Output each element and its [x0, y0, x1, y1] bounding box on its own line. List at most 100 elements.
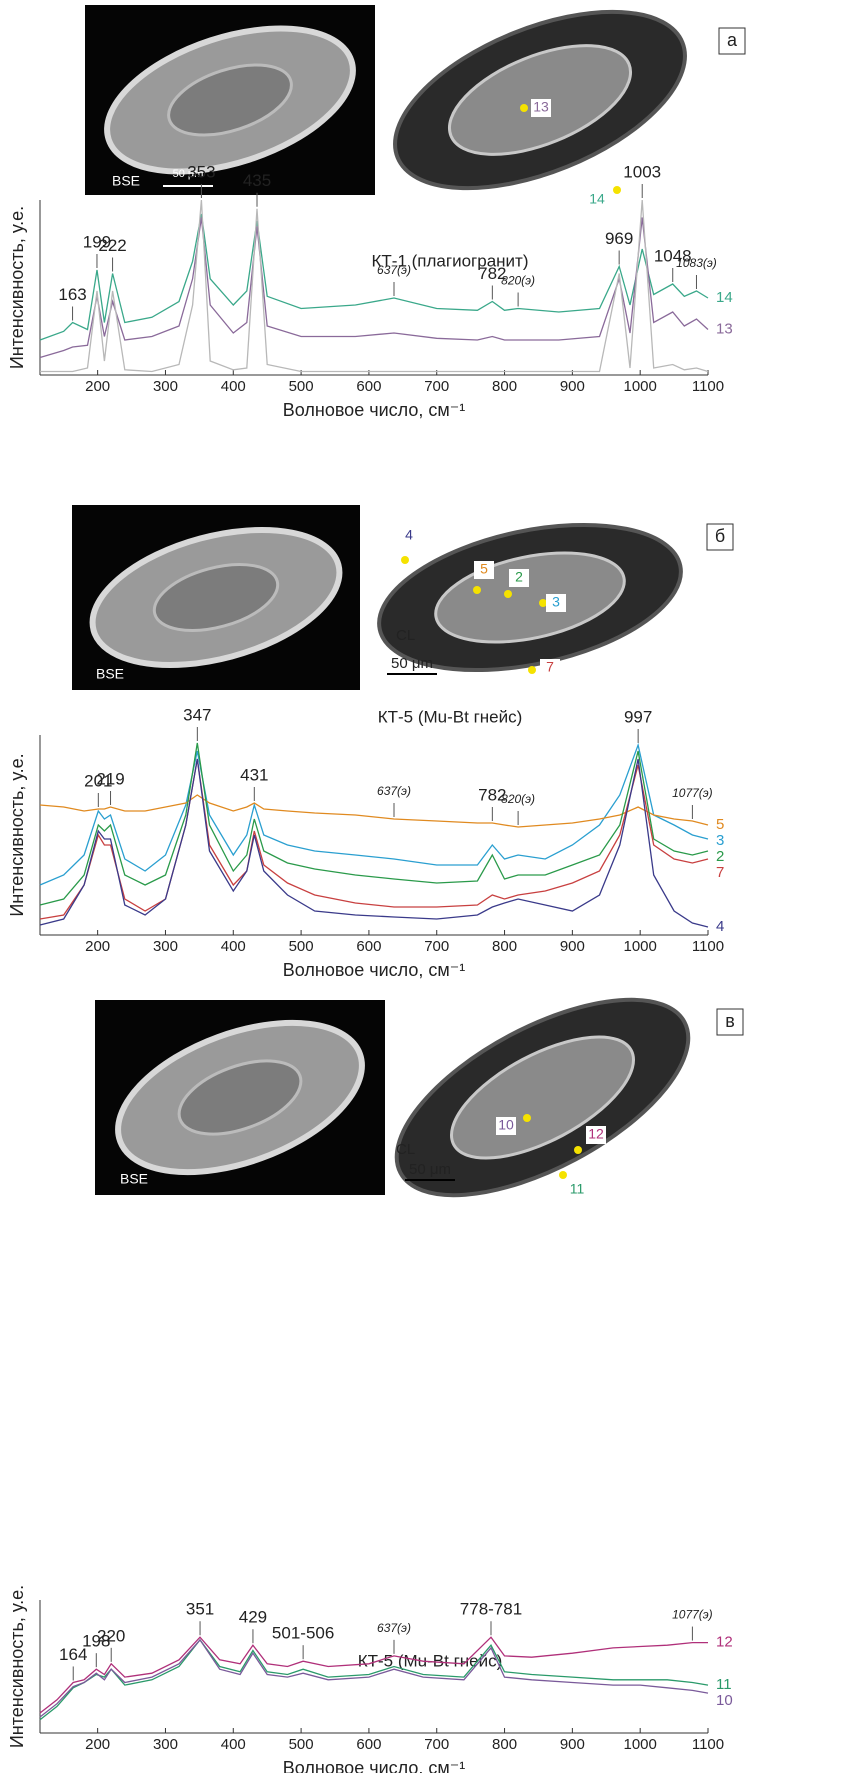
peak-label: 163	[58, 285, 86, 304]
peak-label: 1077(э)	[672, 1608, 713, 1622]
spot	[574, 1146, 582, 1154]
x-tick-label: 700	[424, 378, 449, 395]
legend-label: 10	[716, 1692, 733, 1709]
x-tick-label: 1000	[623, 938, 656, 955]
spot-label: 7	[546, 659, 554, 675]
spot	[520, 104, 528, 112]
x-tick-label: 300	[153, 1736, 178, 1753]
spot-label: 10	[498, 1117, 514, 1133]
x-tick-label: 500	[289, 378, 314, 395]
legend-label: 13	[716, 320, 733, 337]
spot	[613, 186, 621, 194]
spot	[504, 590, 512, 598]
spectrum	[40, 743, 708, 905]
spectrum	[40, 200, 708, 372]
x-tick-label: 1100	[692, 938, 724, 955]
scale-label: 50 μm	[391, 655, 433, 672]
x-tick-label: 1100	[692, 1736, 724, 1753]
legend-label: 4	[716, 918, 724, 935]
peak-label: 219	[96, 769, 124, 788]
legend-label: 7	[716, 864, 724, 881]
peak-label: 637(э)	[377, 263, 411, 277]
legend-label: 3	[716, 832, 724, 849]
peak-label: 969	[605, 229, 633, 248]
peak-label: 1003	[623, 162, 661, 181]
x-tick-label: 900	[560, 378, 585, 395]
spot-label: 5	[480, 561, 488, 577]
spot	[401, 556, 409, 564]
x-tick-label: 600	[356, 378, 381, 395]
x-tick-label: 200	[85, 1736, 110, 1753]
peak-label: 429	[239, 1608, 267, 1627]
x-tick-label: 800	[492, 1736, 517, 1753]
spectrum	[40, 795, 708, 827]
figure: BSECL50 μmа1314BSECL50 μmб45237BSECL50 μ…	[0, 0, 843, 1773]
y-axis-title: Интенсивность, у.е.	[7, 1585, 27, 1748]
cl-label: CL	[396, 627, 415, 644]
x-tick-label: 800	[492, 938, 517, 955]
x-tick-label: 300	[153, 938, 178, 955]
y-axis-title: Интенсивность, у.е.	[7, 206, 27, 369]
chart-title: КТ-5 (Mu-Bt гнейс)	[378, 707, 523, 726]
spot-label: 2	[515, 569, 523, 585]
spot	[539, 599, 547, 607]
peak-label: 222	[98, 236, 126, 255]
spot	[528, 666, 536, 674]
spectrum	[40, 759, 708, 919]
x-tick-label: 300	[153, 378, 178, 395]
spot	[559, 1171, 567, 1179]
x-tick-label: 200	[85, 938, 110, 955]
x-tick-label: 600	[356, 938, 381, 955]
peak-label: 347	[183, 705, 211, 724]
x-tick-label: 800	[492, 378, 517, 395]
panel-letter: в	[725, 1011, 735, 1031]
peak-label: 1083(э)	[676, 256, 717, 270]
x-tick-label: 400	[221, 1736, 246, 1753]
x-tick-label: 200	[85, 378, 110, 395]
cl-label: CL	[396, 1141, 415, 1158]
peak-label: 997	[624, 707, 652, 726]
x-axis-title: Волновое число, см⁻¹	[283, 400, 465, 420]
spot	[473, 586, 481, 594]
peak-label: 353	[187, 162, 215, 181]
x-tick-label: 1100	[692, 378, 724, 395]
panel-letter: а	[727, 30, 738, 50]
x-tick-label: 900	[560, 1736, 585, 1753]
spot-label: 12	[588, 1126, 604, 1142]
x-tick-label: 500	[289, 1736, 314, 1753]
legend-label: 2	[716, 848, 724, 865]
y-axis-title: Интенсивность, у.е.	[7, 753, 27, 916]
spot-label: 3	[552, 594, 560, 610]
bse-label: BSE	[120, 1171, 148, 1187]
spot-label: 13	[533, 99, 549, 115]
peak-label: 820(э)	[501, 274, 535, 288]
spot-label: 11	[570, 1181, 585, 1197]
x-axis-title: Волновое число, см⁻¹	[283, 1758, 465, 1773]
cl-label: CL	[540, 174, 559, 191]
spot-label: 14	[589, 191, 605, 207]
x-tick-label: 600	[356, 1736, 381, 1753]
spot	[523, 1114, 531, 1122]
peak-label: 351	[186, 1600, 214, 1619]
x-tick-label: 700	[424, 1736, 449, 1753]
scale-label: 50 μm	[409, 1161, 451, 1178]
peak-label: 220	[97, 1626, 125, 1645]
peak-label: 778-781	[460, 1600, 522, 1619]
x-tick-label: 1000	[623, 1736, 656, 1753]
x-tick-label: 700	[424, 938, 449, 955]
panel-letter: б	[715, 526, 725, 546]
legend-label: 12	[716, 1634, 733, 1651]
x-tick-label: 1000	[623, 378, 656, 395]
x-tick-label: 400	[221, 378, 246, 395]
x-tick-label: 400	[221, 938, 246, 955]
legend-label: 5	[716, 816, 724, 833]
peak-label: 435	[243, 171, 271, 190]
legend-label: 14	[716, 289, 733, 306]
x-tick-label: 900	[560, 938, 585, 955]
bse-label: BSE	[112, 173, 140, 189]
peak-label: 637(э)	[377, 1621, 411, 1635]
x-tick-label: 500	[289, 938, 314, 955]
peak-label: 820(э)	[501, 792, 535, 806]
spectrum	[40, 745, 708, 885]
peak-label: 637(э)	[377, 784, 411, 798]
